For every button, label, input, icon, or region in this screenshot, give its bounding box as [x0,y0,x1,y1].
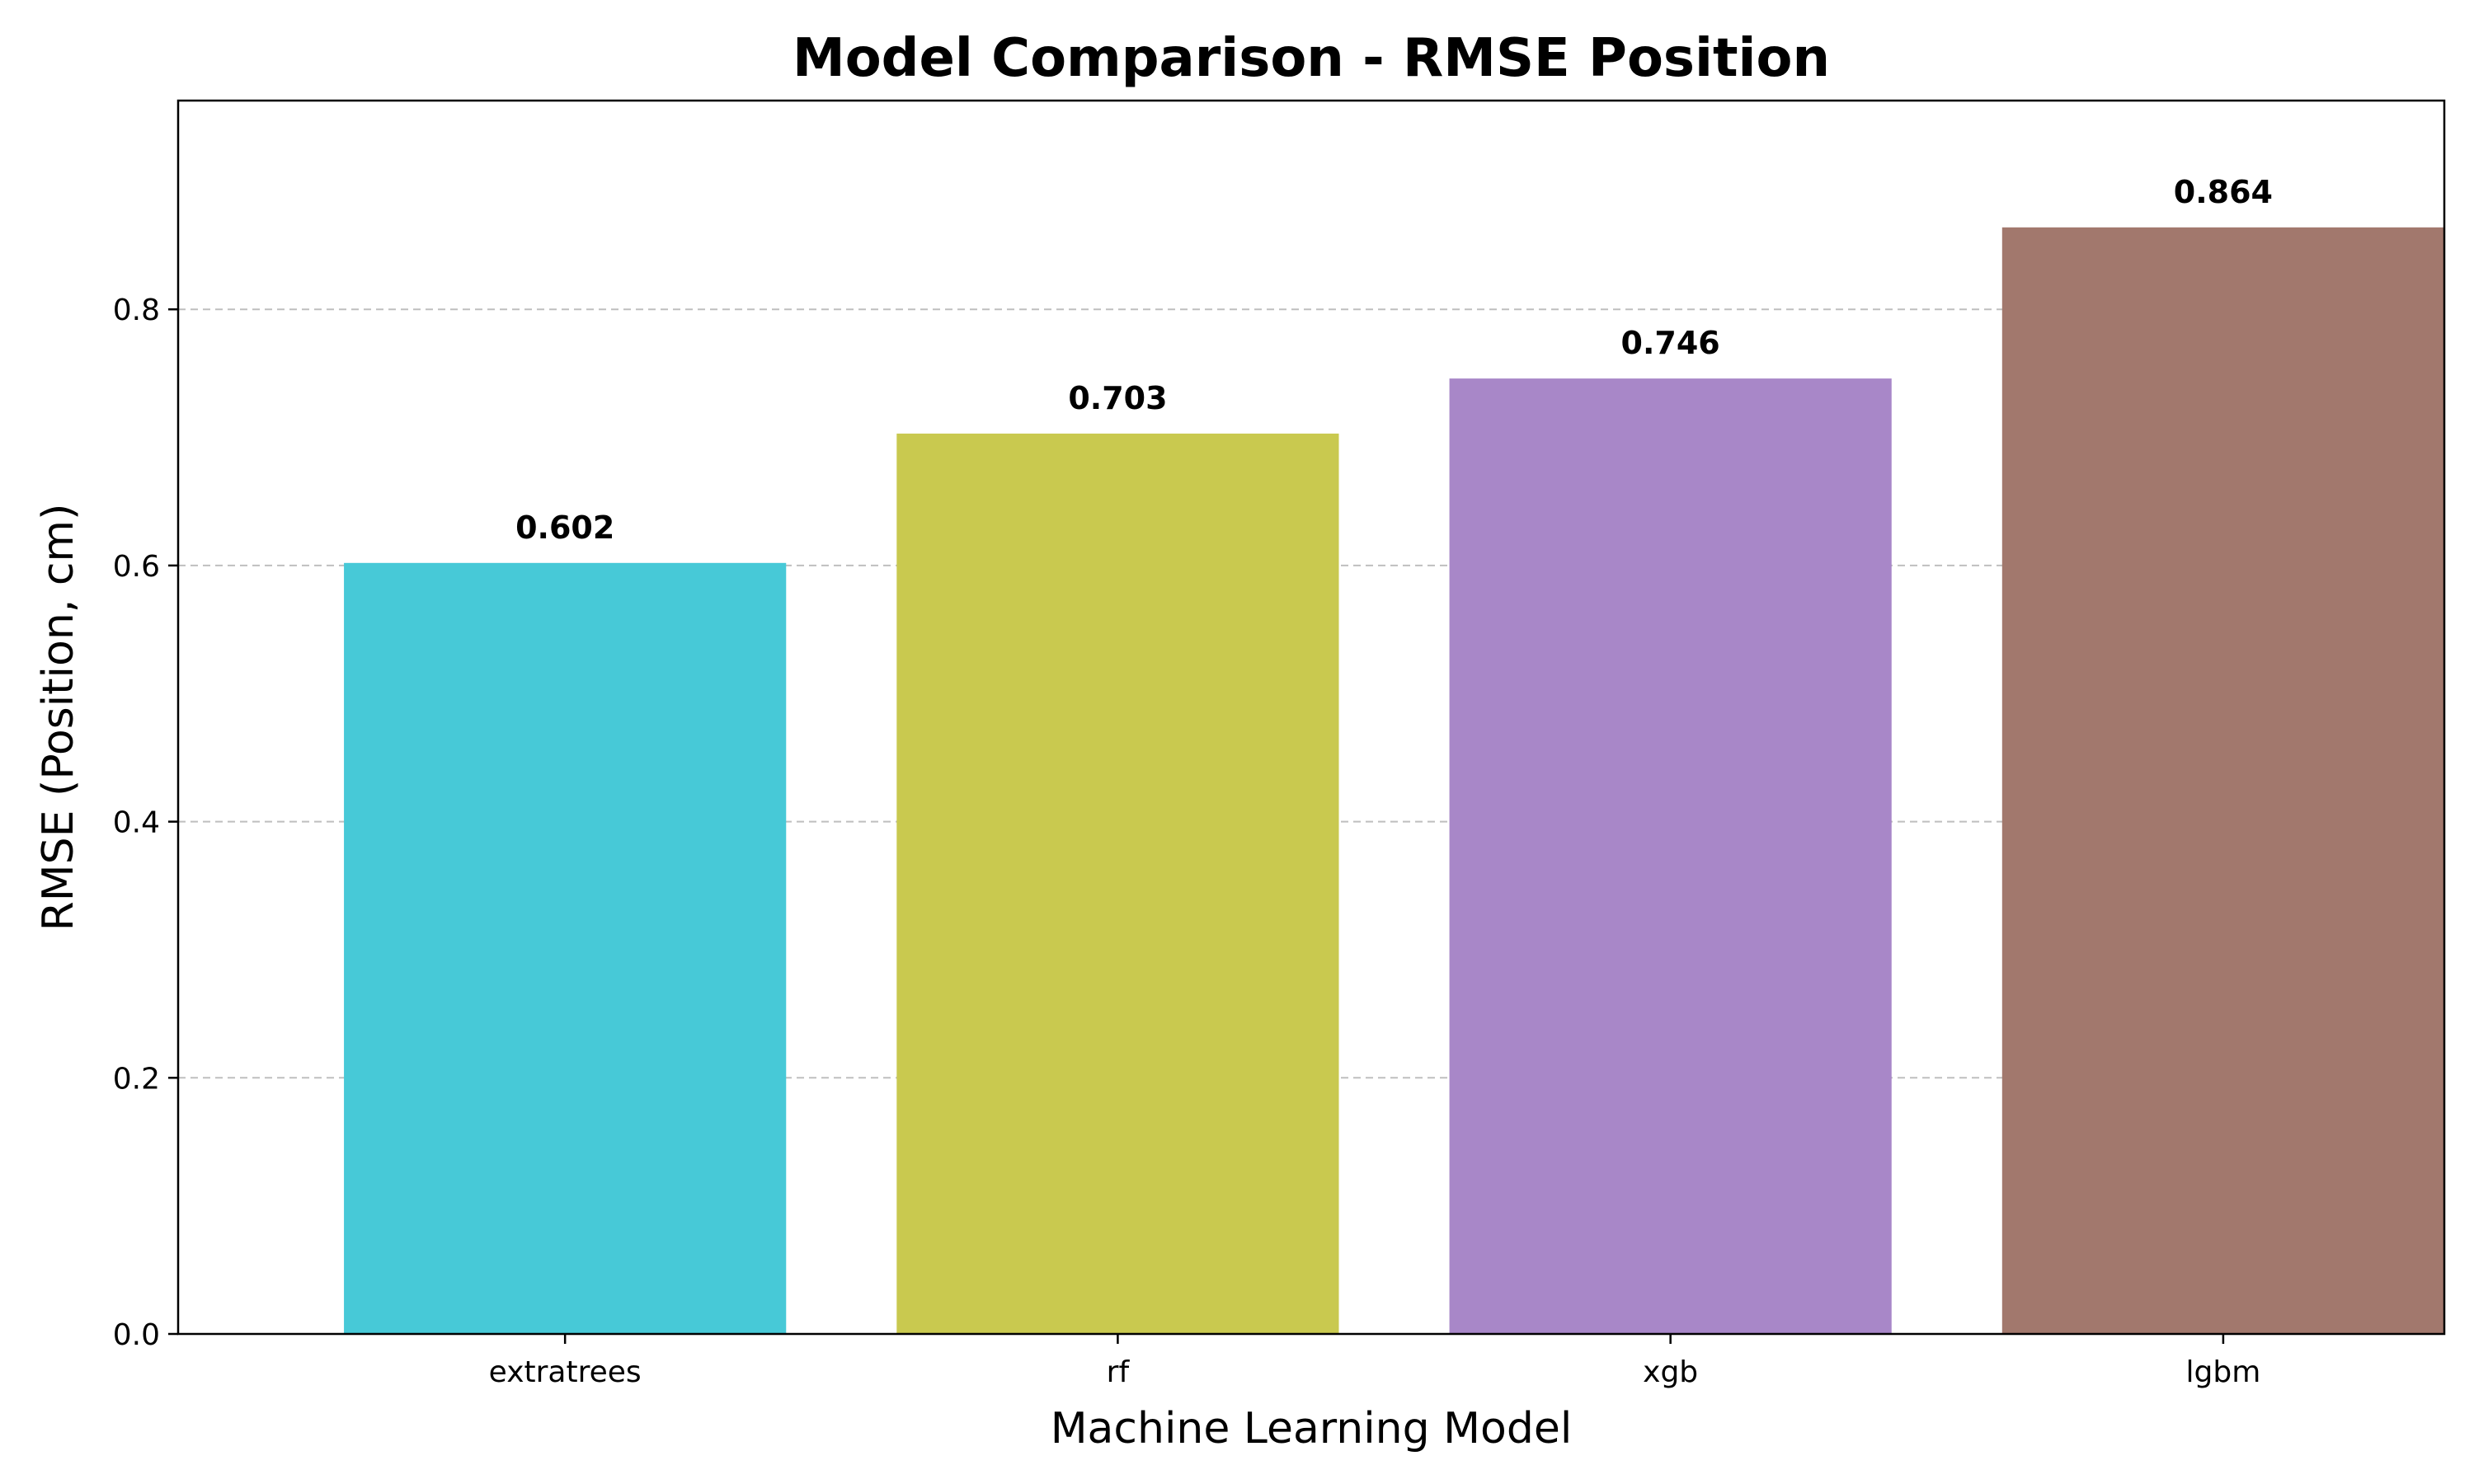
y-tick-label: 0.0 [113,1318,160,1352]
value-label-extratrees: 0.602 [515,510,614,546]
plot-frame [176,99,2446,1336]
value-label-xgb: 0.746 [1621,325,1720,361]
bars [344,227,2444,1335]
bar-rf [896,433,1339,1334]
bar-xgb [1449,378,1892,1335]
y-tick-label: 0.8 [113,294,160,327]
y-tick-label: 0.6 [113,550,160,584]
value-label-rf: 0.703 [1068,380,1167,416]
value-labels: 0.602 0.703 0.746 0.864 [515,174,2273,546]
value-label-lgbm: 0.864 [2174,174,2273,210]
x-axis-label: Machine Learning Model [1051,1404,1573,1453]
y-tick-label: 0.4 [113,806,160,840]
x-axis-ticks: extratrees rf xgb lgbm [489,1334,2261,1389]
bar-extratrees [344,562,787,1334]
bar-lgbm [2001,227,2444,1334]
y-tick-label: 0.2 [113,1062,160,1096]
chart-title: Model Comparison - RMSE Position [793,28,1830,89]
y-axis-label: RMSE (Position, cm) [34,504,83,932]
x-tick-label-xgb: xgb [1643,1355,1698,1389]
x-tick-label-rf: rf [1107,1355,1131,1389]
x-tick-label-extratrees: extratrees [489,1355,642,1389]
x-tick-label-lgbm: lgbm [2186,1355,2261,1389]
y-axis-ticks: 0.0 0.2 0.4 0.6 0.8 [113,294,178,1352]
